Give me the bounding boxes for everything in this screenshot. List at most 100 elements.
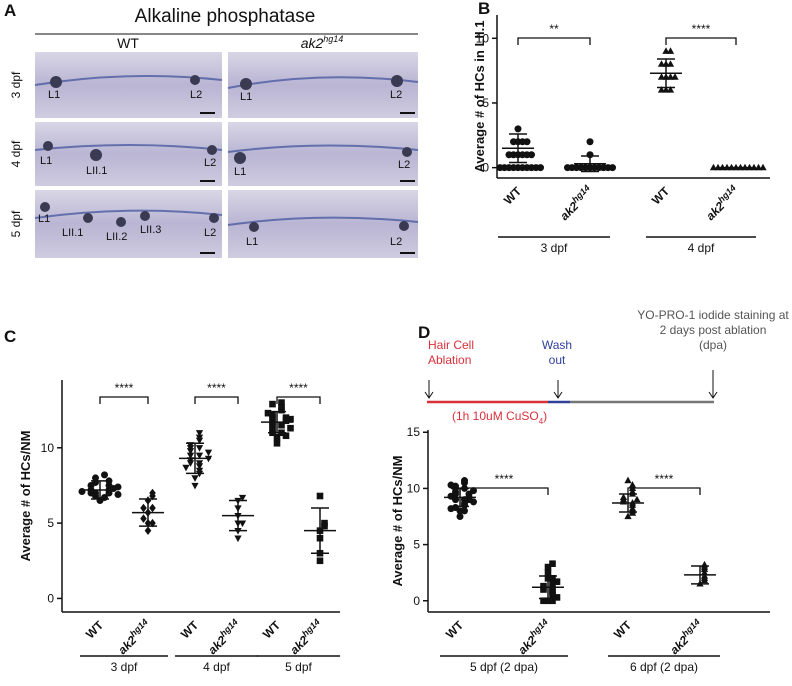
data-point: [619, 493, 628, 501]
timeline-label: (1h 10uM CuSO4): [452, 409, 547, 426]
y-tick-label: 0: [413, 594, 420, 608]
data-point: [149, 488, 156, 498]
y-axis-label: Average # of HCs/NM: [390, 456, 405, 587]
micrograph: [35, 122, 222, 186]
nerve-line: [34, 75, 419, 226]
data-point: [287, 424, 294, 432]
data-point: [540, 582, 547, 590]
row-label: 3 dpf: [9, 71, 23, 98]
y-tick-label: 10: [476, 31, 490, 45]
data-point: [470, 498, 477, 506]
significance-bracket: [99, 396, 149, 404]
error-bar: [91, 480, 109, 500]
x-tick-label: ak2hg14: [204, 617, 244, 657]
image-label: LII.1: [86, 165, 107, 177]
x-tick-text: WT: [178, 618, 202, 642]
image-label: L1: [246, 236, 258, 248]
timeline-label: YO-PRO-1 iodide staining at: [637, 308, 789, 322]
group: [540, 560, 561, 605]
x-tick-label: ak2hg14: [666, 617, 706, 657]
micrograph: [35, 190, 222, 258]
data-point: [624, 476, 632, 484]
data-point: [204, 449, 213, 457]
data-point: [528, 151, 535, 159]
y-axis-label: Average # of HCs in LII.1: [472, 21, 487, 173]
error-bar: [268, 410, 286, 434]
micrograph: [35, 52, 222, 118]
group: [696, 560, 709, 587]
group: [496, 125, 544, 172]
x-tick-label: WT: [178, 618, 202, 642]
timeline-label: Ablation: [428, 353, 471, 367]
error-bar: [311, 507, 329, 554]
timeline: Hair Cell Ablation Wash out YO-PRO-1 iod…: [424, 308, 789, 426]
image-label: LII.1: [62, 227, 83, 239]
timeline-label: Wash: [542, 338, 572, 352]
x-tick-text: WT: [443, 618, 467, 642]
x-tick-label: WT: [501, 184, 525, 208]
data-point: [759, 163, 767, 171]
data-point: [549, 560, 556, 567]
row-label: 5 dpf: [9, 210, 23, 237]
data-point: [633, 495, 641, 503]
x-tick-sup: hg14: [570, 183, 592, 205]
group: [182, 430, 213, 490]
data-point: [321, 519, 328, 527]
x-tick-sup: hg14: [680, 617, 702, 639]
data-point: [461, 507, 468, 515]
x-tick-sup: hg14: [218, 617, 240, 639]
data-point: [657, 60, 666, 67]
timepoint-label: 3 dpf: [541, 241, 568, 255]
y-tick-label: 15: [407, 425, 421, 439]
error-bar: [139, 498, 157, 527]
x-tick-label: WT: [611, 618, 635, 642]
data-point: [269, 400, 276, 408]
x-tick-sup: hg14: [128, 617, 150, 639]
data-point: [144, 526, 152, 535]
significance-label: ****: [655, 472, 674, 486]
data-point: [273, 439, 281, 447]
error-bar: [657, 58, 675, 89]
error-bar: [539, 575, 557, 600]
x-tick-text: WT: [611, 618, 635, 642]
significance-bracket: [459, 487, 549, 495]
x-tick-sup: hg14: [300, 617, 322, 639]
significance-label: ****: [289, 381, 308, 395]
y-tick-label: 10: [41, 441, 55, 455]
data-point: [92, 474, 99, 482]
group: [264, 399, 294, 447]
data-point: [447, 481, 455, 489]
data-point: [553, 578, 561, 585]
image-label: L1: [40, 155, 52, 167]
significance-bracket: [194, 396, 239, 404]
data-point: [195, 467, 204, 475]
x-tick-label: WT: [83, 618, 107, 642]
data-point: [496, 164, 504, 172]
y-tick-label: 0: [482, 161, 489, 175]
x-tick-text: WT: [83, 618, 107, 642]
x-tick-label: WT: [649, 184, 673, 208]
timeline-label: Hair Cell: [428, 338, 474, 352]
x-tick-label: ak2hg14: [556, 183, 596, 223]
significance-label: ****: [207, 381, 226, 395]
significance-label: ****: [115, 381, 134, 395]
data-point: [191, 482, 199, 490]
x-tick-text: WT: [501, 184, 525, 208]
timepoint-label: 4 dpf: [688, 241, 715, 255]
column-label: WT: [117, 35, 139, 51]
data-point: [537, 164, 544, 172]
data-point: [461, 477, 468, 485]
image-label: L1: [48, 89, 60, 101]
timeline-arrow: [424, 370, 718, 399]
data-point: [523, 138, 531, 146]
data-point: [628, 504, 637, 512]
data-point: [666, 47, 675, 54]
data-point: [191, 475, 199, 482]
data-point: [505, 151, 513, 159]
data-point: [238, 520, 247, 528]
image-grid: [34, 52, 419, 258]
x-tick-text: WT: [649, 184, 673, 208]
data-point: [101, 471, 108, 479]
image-label: L1: [38, 213, 50, 225]
significance-label: ****: [495, 472, 514, 486]
